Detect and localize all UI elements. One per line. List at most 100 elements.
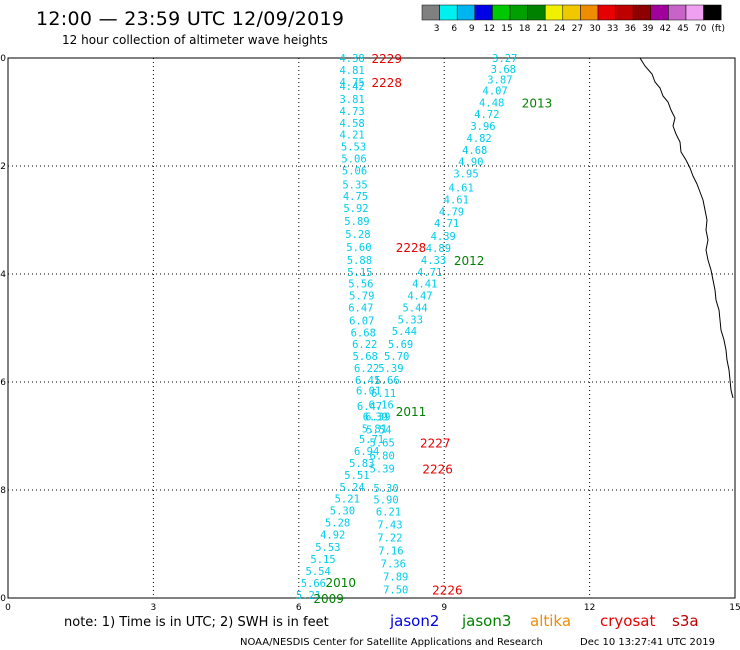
colorbar-swatch <box>597 4 616 21</box>
swh-value: 6.21 <box>376 507 401 519</box>
pass-label: 2228 <box>396 241 427 255</box>
swh-value: 6.01 <box>356 386 381 398</box>
swh-value: 5.28 <box>325 517 350 529</box>
swh-value: 3.68 <box>491 64 516 76</box>
swh-value: 4.58 <box>339 118 364 130</box>
pass-label: 2010 <box>325 576 356 590</box>
swh-value: 5.70 <box>384 351 409 363</box>
colorbar-swatch <box>632 4 652 21</box>
pass-label: 2013 <box>522 96 553 110</box>
colorbar-label: 39 <box>642 24 654 34</box>
pass-label: 2012 <box>454 254 485 268</box>
y-tick-label: -28 <box>0 486 6 496</box>
satellite-legend: jason2 jason3 altika cryosat s3a <box>389 612 699 630</box>
swh-value: 5.35 <box>342 179 367 191</box>
swh-value: 5.51 <box>344 470 369 482</box>
swh-value: 3.81 <box>339 94 364 106</box>
swh-value: 7.16 <box>378 545 403 557</box>
x-tick-label: 3 <box>151 603 157 613</box>
swh-value: 4.42 <box>339 81 364 93</box>
colorbar-label: 27 <box>572 24 583 34</box>
x-tick-label: 9 <box>441 603 447 613</box>
colorbar-label: 33 <box>607 24 618 34</box>
footer-credit: NOAA/NESDIS Center for Satellite Applica… <box>240 637 543 648</box>
swh-value: 5.56 <box>348 279 373 291</box>
swh-value: 5.66 <box>374 375 399 387</box>
swh-value: 5.15 <box>310 554 335 566</box>
swh-value: 5.06 <box>341 153 366 165</box>
swh-value: 6.22 <box>354 363 379 375</box>
swh-value: 5.65 <box>370 437 395 449</box>
pass-labels: 2229 2228 2013 2228 2012 2011 2227 2226 2010 2226… <box>313 52 552 606</box>
swh-value: 5.60 <box>346 242 371 254</box>
legend-s3a: s3a <box>672 612 699 630</box>
colorbar-swatch <box>562 4 581 21</box>
swh-value: 7.43 <box>377 520 402 532</box>
colorbar-label: 3 <box>434 24 440 34</box>
swh-value: 5.15 <box>347 267 372 279</box>
swh-value: 6.80 <box>370 450 395 462</box>
swh-value: 6.47 <box>348 302 373 314</box>
swh-value: 4.71 <box>434 218 459 230</box>
colorbar-label: 18 <box>519 24 531 34</box>
swh-value: 6.39 <box>365 412 390 424</box>
swh-value: 4.33 <box>421 255 446 267</box>
swh-value: 5.89 <box>344 216 369 228</box>
swh-value: 5.53 <box>341 142 366 154</box>
swh-value: 5.90 <box>373 495 398 507</box>
colorbar-label: 45 <box>677 24 688 34</box>
axis-ticks: 0 3 6 9 12 15 -30 -28 -26 -24 -22 -20 <box>0 54 740 613</box>
x-tick-label: 12 <box>584 603 595 613</box>
swh-value: 5.44 <box>402 302 427 314</box>
swh-value: 6.16 <box>369 400 394 412</box>
colorbar-label: 24 <box>554 24 566 34</box>
swh-value: 5.30 <box>330 506 355 518</box>
pass-label: 2229 <box>372 52 403 66</box>
swh-value: 5.30 <box>373 483 398 495</box>
swh-value: 5.54 <box>306 566 331 578</box>
legend-jason3: jason3 <box>461 612 511 630</box>
pass-label: 2227 <box>420 436 451 450</box>
swh-value: 4.48 <box>479 97 504 109</box>
plot-frame <box>7 57 736 599</box>
pass-label: 2226 <box>422 462 453 476</box>
swh-value: 5.06 <box>342 165 367 177</box>
swh-value: 5.21 <box>296 590 321 602</box>
swh-value: 4.72 <box>474 109 499 121</box>
colorbar-swatch <box>456 4 476 21</box>
pass-label: 2011 <box>396 405 427 419</box>
swh-value: 7.89 <box>383 571 408 583</box>
colorbar-swatch <box>685 4 704 21</box>
colorbar-label: 6 <box>451 24 457 34</box>
swh-value: 4.71 <box>417 267 442 279</box>
footer-note: note: 1) Time is in UTC; 2) SWH is in fe… <box>64 615 329 630</box>
swh-value: 4.79 <box>439 206 464 218</box>
swh-value: 5.21 <box>335 494 360 506</box>
swh-value: 4.41 <box>412 279 437 291</box>
swh-value: 4.92 <box>320 529 345 541</box>
coastline <box>639 57 734 399</box>
swh-value: 4.38 <box>339 53 364 65</box>
x-tick-label: 0 <box>5 603 11 613</box>
swh-value: 7.50 <box>383 584 408 596</box>
colorbar: 3 6 9 12 15 18 21 24 27 30 33 36 39 42 45 70 (ft) <box>421 4 725 34</box>
colorbar-swatch <box>421 4 440 21</box>
pass-label: 2228 <box>372 76 403 90</box>
colorbar-swatch <box>668 4 687 21</box>
swh-value: 3.87 <box>487 75 512 87</box>
data-labels: 4.384.814.754.423.814.734.584.215.535.06… <box>296 53 518 602</box>
swh-value: 5.83 <box>349 458 374 470</box>
swh-value: 4.39 <box>431 231 456 243</box>
swh-value: 6.47 <box>357 401 382 413</box>
swh-value: 4.90 <box>458 157 483 169</box>
y-tick-label: -24 <box>0 270 6 280</box>
swh-value: 5.81 <box>362 423 387 435</box>
colorbar-swatch <box>703 4 722 21</box>
swh-value: 5.92 <box>343 203 368 215</box>
y-tick-label: -20 <box>0 54 6 64</box>
colorbar-swatch <box>492 4 511 21</box>
y-tick-label: -26 <box>0 378 6 388</box>
colorbar-label: 42 <box>660 24 671 34</box>
swh-value: 7.22 <box>377 533 402 545</box>
